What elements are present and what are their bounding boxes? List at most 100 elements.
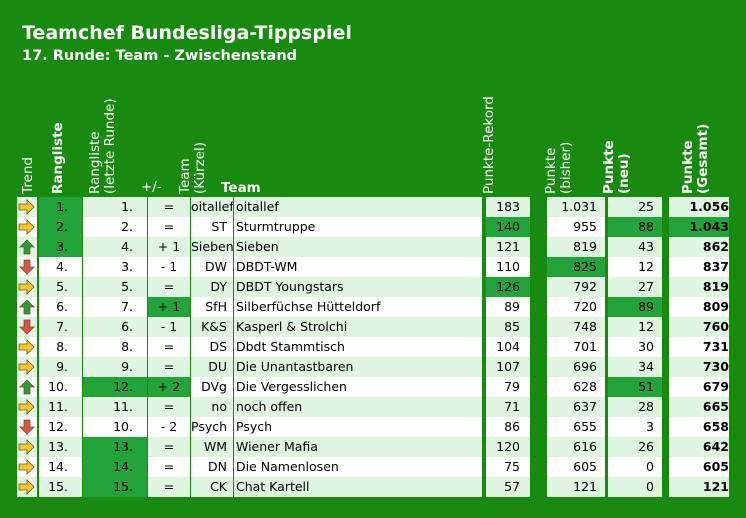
cell-neu: 43 (608, 237, 662, 257)
cell-rekord: 107 (486, 357, 530, 377)
cell-neu: 34 (608, 357, 662, 377)
trend-up-arrow-icon (17, 237, 37, 257)
cell-neu: 0 (608, 477, 662, 497)
cell-neu: 0 (608, 457, 662, 477)
trend-up-arrow-icon (17, 297, 37, 317)
cell-pm: - 1 (148, 257, 190, 277)
cell-gesamt: 837 (669, 257, 729, 277)
cell-pm: = (148, 457, 190, 477)
cell-rekord: 140 (486, 217, 530, 237)
cell-neu: 89 (608, 297, 662, 317)
trend-right-arrow-icon (17, 457, 37, 477)
cell-rank: 1. (39, 197, 82, 217)
cell-rekord: 85 (486, 317, 530, 337)
table-row: 4. 3. - 1 DW DBDT-WM 110 825 12 837 (17, 257, 729, 277)
cell-bisher: 628 (547, 377, 605, 397)
arrow-right-icon (18, 459, 35, 475)
arrow-up-icon (19, 379, 35, 395)
cell-prev: 13. (83, 437, 147, 457)
cell-kurz: Sieben (191, 237, 233, 257)
table-row: 10. 12. + 2 DVg Die Vergesslichen 79 628 51 679 (17, 377, 729, 397)
cell-neu: 51 (608, 377, 662, 397)
cell-pm: = (148, 477, 190, 497)
cell-rank: 2. (39, 217, 82, 237)
cell-prev: 5. (83, 277, 147, 297)
trend-up-arrow-icon (17, 377, 37, 397)
header-plusminus: +/- (141, 179, 162, 195)
cell-neu: 26 (608, 437, 662, 457)
cell-kurz: K&S (191, 317, 233, 337)
cell-rank: 9. (39, 357, 82, 377)
header-neu-line1: Punkte (601, 140, 617, 194)
cell-bisher: 605 (547, 457, 605, 477)
trend-right-arrow-icon (17, 277, 37, 297)
header-team: Team (221, 180, 261, 196)
table-row: 2. 2. = ST Sturmtruppe 140 955 88 1.043 (17, 217, 729, 237)
cell-kurz: CK (191, 477, 233, 497)
cell-rekord: 183 (486, 197, 530, 217)
arrow-right-icon (18, 439, 35, 455)
cell-prev: 3. (83, 257, 147, 277)
cell-team: Sieben (234, 237, 482, 257)
cell-team: Psych (234, 417, 482, 437)
cell-gesamt: 665 (669, 397, 729, 417)
cell-pm: = (148, 337, 190, 357)
cell-neu: 12 (608, 317, 662, 337)
cell-pm: + 1 (148, 297, 190, 317)
header-rangliste-prev: Rangliste (letzte Runde) (87, 98, 118, 194)
cell-prev: 1. (83, 197, 147, 217)
cell-rank: 4. (39, 257, 82, 277)
cell-gesamt: 605 (669, 457, 729, 477)
trend-right-arrow-icon (17, 437, 37, 457)
arrow-right-icon (18, 279, 35, 295)
cell-team: DBDT-WM (234, 257, 482, 277)
cell-gesamt: 730 (669, 357, 729, 377)
arrow-right-icon (18, 399, 35, 415)
cell-pm: = (148, 397, 190, 417)
cell-rank: 8. (39, 337, 82, 357)
header-gesamt: Punkte (Gesamt) (680, 123, 711, 194)
cell-rekord: 79 (486, 377, 530, 397)
cell-pm: - 1 (148, 317, 190, 337)
header-gesamt-line2: (Gesamt) (695, 123, 711, 194)
cell-prev: 2. (83, 217, 147, 237)
cell-rekord: 121 (486, 237, 530, 257)
header-team-short-line1: Team (177, 158, 193, 194)
cell-pm: + 2 (148, 377, 190, 397)
cell-prev: 14. (83, 457, 147, 477)
header-rekord: Punkte-Rekord (481, 96, 497, 194)
trend-right-arrow-icon (17, 477, 37, 497)
header-bisher-line1: Punkte (543, 147, 559, 194)
arrow-right-icon (18, 219, 35, 235)
cell-prev: 7. (83, 297, 147, 317)
cell-bisher: 792 (547, 277, 605, 297)
cell-neu: 27 (608, 277, 662, 297)
cell-neu: 30 (608, 337, 662, 357)
cell-pm: = (148, 197, 190, 217)
header-gesamt-line1: Punkte (680, 140, 696, 194)
header-team-short: Team (Kürzel) (177, 142, 208, 194)
cell-rank: 5. (39, 277, 82, 297)
trend-down-arrow-icon (17, 257, 37, 277)
cell-rank: 12. (39, 417, 82, 437)
cell-rank: 15. (39, 477, 82, 497)
cell-team: Chat Kartell (234, 477, 482, 497)
table-row: 3. 4. + 1 Sieben Sieben 121 819 43 862 (17, 237, 729, 257)
cell-team: Sturmtruppe (234, 217, 482, 237)
table-row: 9. 9. = DU Die Unantastbaren 107 696 34 730 (17, 357, 729, 377)
cell-bisher: 696 (547, 357, 605, 377)
header-neu-line2: (neu) (616, 153, 632, 194)
cell-bisher: 825 (547, 257, 605, 277)
arrow-right-icon (18, 199, 35, 215)
cell-rekord: 57 (486, 477, 530, 497)
cell-bisher: 121 (547, 477, 605, 497)
cell-gesamt: 809 (669, 297, 729, 317)
cell-pm: = (148, 357, 190, 377)
cell-prev: 10. (83, 417, 147, 437)
cell-team: Wiener Mafia (234, 437, 482, 457)
cell-rank: 10. (39, 377, 82, 397)
cell-neu: 12 (608, 257, 662, 277)
arrow-down-icon (19, 419, 35, 435)
cell-rekord: 126 (486, 277, 530, 297)
cell-gesamt: 731 (669, 337, 729, 357)
